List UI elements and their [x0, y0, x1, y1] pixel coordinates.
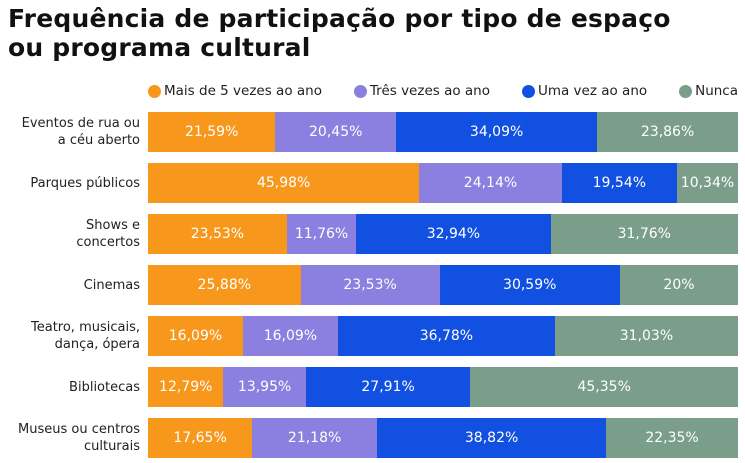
category-label: Parques públicos: [30, 175, 140, 191]
legend-label: Mais de 5 vezes ao ano: [164, 83, 322, 99]
data-label: 45,98%: [256, 175, 311, 191]
bar-row: Eventos de rua ou a céu aberto 21,59% 20,45…: [0, 112, 745, 152]
bar-segment: 45,98%: [148, 163, 420, 203]
data-label: 19,54%: [592, 175, 647, 191]
bar-row: Museus ou centros culturais 17,65% 21,18% 38…: [0, 418, 745, 458]
legend-dot-icon: [148, 84, 161, 98]
bar-segment: 21,18%: [252, 418, 378, 458]
bar-segment: 24,14%: [419, 163, 562, 203]
data-label: 23,53%: [190, 226, 245, 242]
data-label: 24,14%: [463, 175, 518, 191]
data-label: 21,18%: [287, 430, 342, 446]
bar-row: Teatro, musicais, dança, ópera 16,09% 16,09…: [0, 316, 745, 356]
data-label: 20,45%: [309, 124, 363, 140]
bar-segment: 34,09%: [396, 112, 598, 152]
bar-segment: 16,09%: [242, 316, 338, 356]
legend-label: Três vezes ao ano: [369, 83, 490, 99]
bar-segment: 22,35%: [606, 418, 738, 458]
bar-segment: 36,78%: [337, 316, 555, 356]
legend-item: Nunca: [679, 83, 738, 99]
bar-row: Cinemas 25,88% 23,53% 30,59% 20%: [0, 265, 745, 305]
data-label: 13,95%: [237, 379, 292, 395]
legend-label: Uma vez ao ano: [537, 83, 648, 99]
data-label: 30,59%: [503, 277, 557, 293]
category-label: Museus ou centros culturais: [18, 422, 140, 454]
title-line: Frequência de participação por tipo de e…: [8, 4, 671, 33]
data-label: 16,09%: [168, 328, 223, 344]
data-label: 25,88%: [197, 277, 252, 293]
data-label: 10,34%: [680, 175, 735, 191]
stacked-bar: 21,59% 20,45% 34,09% 23,86%: [148, 112, 738, 152]
bar-row: Bibliotecas 12,79% 13,95% 27,91% 45,35%: [0, 367, 745, 407]
bar-segment: 20,45%: [275, 112, 397, 152]
data-label: 20%: [663, 277, 695, 293]
data-label: 23,53%: [343, 277, 397, 293]
bar-segment: 23,53%: [300, 265, 440, 305]
data-label: 38,82%: [464, 430, 519, 446]
data-label: 31,76%: [617, 226, 671, 242]
bar-row: Parques públicos 45,98% 24,14% 19,54% 10,34%: [0, 163, 745, 203]
data-label: 34,09%: [469, 124, 524, 140]
data-label: 36,78%: [419, 328, 474, 344]
bar-segment: 11,76%: [286, 214, 357, 254]
title-line: ou programa cultural: [8, 33, 311, 62]
bar-segment: 19,54%: [561, 163, 677, 203]
bar-segment: 23,86%: [597, 112, 738, 152]
bar-segment: 20%: [619, 265, 738, 305]
legend-item: Uma vez ao ano: [521, 83, 648, 99]
data-label: 12,79%: [159, 379, 213, 395]
bar-segment: 12,79%: [148, 367, 224, 407]
legend-item: Três vezes ao ano: [353, 83, 490, 99]
data-label: 23,86%: [640, 124, 695, 140]
legend-dot-icon: [353, 84, 367, 98]
stacked-bar: 25,88% 23,53% 30,59% 20%: [148, 265, 738, 305]
data-label: 11,76%: [294, 226, 349, 242]
legend-label: Nunca: [695, 83, 738, 99]
data-label: 45,35%: [577, 379, 631, 395]
category-label: Cinemas: [83, 277, 140, 293]
bar-segment: 17,65%: [148, 418, 253, 458]
bar-segment: 23,53%: [148, 214, 287, 254]
legend-dot-icon: [679, 84, 693, 98]
bar-segment: 13,95%: [223, 367, 306, 407]
category-label: Shows e concertos: [76, 218, 140, 250]
bar-segment: 25,88%: [148, 265, 301, 305]
stacked-bar: 45,98% 24,14% 19,54% 10,34%: [148, 163, 738, 203]
bar-segment: 21,59%: [148, 112, 276, 152]
data-label: 32,94%: [426, 226, 481, 242]
stacked-bar: 16,09% 16,09% 36,78% 31,03%: [148, 316, 738, 356]
category-label: Eventos de rua ou a céu aberto: [21, 116, 140, 148]
bar-segment: 38,82%: [377, 418, 607, 458]
bar-segment: 16,09%: [148, 316, 243, 356]
bar-segment: 30,59%: [439, 265, 620, 305]
legend-dot-icon: [521, 84, 535, 98]
data-label: 27,91%: [361, 379, 415, 395]
data-label: 21,59%: [185, 124, 239, 140]
data-label: 17,65%: [173, 430, 227, 446]
stacked-bar: 12,79% 13,95% 27,91% 45,35%: [148, 367, 738, 407]
category-label: Bibliotecas: [69, 379, 140, 395]
stacked-bar: 23,53% 11,76% 32,94% 31,76%: [148, 214, 738, 254]
legend: Mais de 5 vezes ao ano Três vezes ao ano U…: [148, 83, 738, 99]
bar-segment: 10,34%: [676, 163, 738, 203]
data-label: 31,03%: [619, 328, 674, 344]
bar-row: Shows e concertos 23,53% 11,76% 32,94% 31,76%: [0, 214, 745, 254]
bar-segment: 32,94%: [356, 214, 551, 254]
legend-item: Mais de 5 vezes ao ano: [148, 83, 322, 99]
bar-segment: 31,03%: [554, 316, 738, 356]
bar-segment: 31,76%: [550, 214, 738, 254]
data-label: 22,35%: [645, 430, 699, 446]
stacked-bar: 17,65% 21,18% 38,82% 22,35%: [148, 418, 738, 458]
category-label: Teatro, musicais, dança, ópera: [31, 320, 140, 352]
chart-title: Frequência de participação por tipo de e…: [8, 4, 671, 62]
data-label: 16,09%: [263, 328, 318, 344]
bar-segment: 45,35%: [470, 367, 738, 407]
bar-segment: 27,91%: [305, 367, 471, 407]
